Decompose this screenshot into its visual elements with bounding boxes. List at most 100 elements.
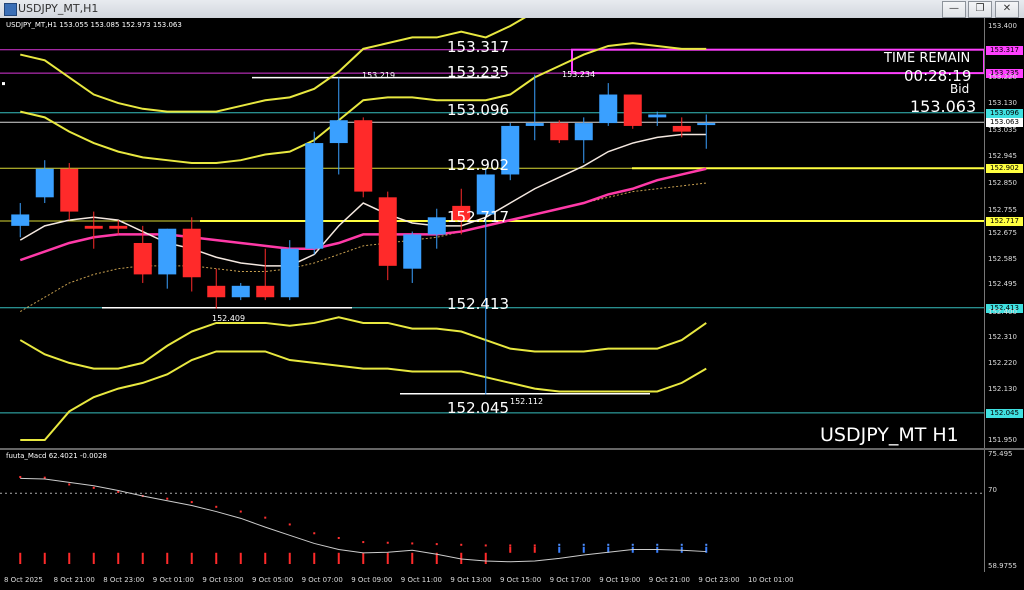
price-tick: 152.400 [988, 307, 1017, 316]
time-tick: 8 Oct 21:00 [53, 576, 95, 584]
level-label: 153.235 [447, 63, 510, 81]
price-chart[interactable]: USDJPY_MT,H1 153.055 153.085 152.973 153… [0, 18, 984, 448]
panel-separator[interactable] [0, 448, 1024, 450]
close-button[interactable]: ✕ [995, 1, 1019, 18]
time-tick: 10 Oct 01:00 [748, 576, 794, 584]
low-marker-label: 152.409 [212, 314, 246, 323]
time-tick: 9 Oct 13:00 [450, 576, 492, 584]
macd-signal-dot [607, 543, 610, 546]
level-label: 152.045 [447, 399, 510, 417]
candle-body [599, 94, 618, 124]
level-label: 152.717 [447, 208, 510, 226]
macd-signal-dot [190, 501, 193, 504]
time-tick: 9 Oct 07:00 [301, 576, 343, 584]
macd-signal-dot [215, 505, 218, 508]
candle-body [256, 285, 275, 298]
price-tick: 152.945 [988, 151, 1017, 160]
candle-body [525, 123, 544, 126]
price-tick: 152.675 [988, 229, 1017, 237]
time-tick: 8 Oct 23:00 [103, 576, 145, 584]
candle-body [305, 143, 324, 249]
chart-header: USDJPY_MT,H1 153.055 153.085 152.973 153… [6, 21, 182, 29]
macd-signal-dot [313, 532, 316, 535]
macd-indicator-panel[interactable]: fuuta_Macd 62.4021 -0.0028 [0, 450, 984, 572]
candle-body [574, 123, 593, 141]
price-flag: 153.063 [986, 118, 1023, 128]
candle-body [697, 123, 716, 126]
restore-button[interactable]: ❐ [968, 1, 992, 18]
time-tick: 9 Oct 15:00 [500, 576, 542, 584]
macd-signal-dot [558, 543, 561, 546]
time-tick: 9 Oct 09:00 [351, 576, 393, 584]
macd-signal-dot [68, 483, 71, 486]
macd-signal-dot [92, 486, 95, 489]
candle-body [452, 205, 471, 221]
time-tick: 9 Oct 21:00 [648, 576, 690, 584]
macd-signal-dot [533, 544, 536, 547]
candle-body [280, 248, 299, 298]
macd-signal-dot [705, 543, 708, 546]
macd-signal-dot [386, 541, 389, 544]
candle-body [84, 225, 103, 229]
bollinger-lower-1 [19, 316, 707, 370]
price-tick: 152.495 [988, 280, 1017, 289]
price-axis[interactable]: 153.400 153.317 153.235 153.220 153.130 153.0… [984, 18, 1024, 448]
candle-body [133, 242, 152, 275]
bollinger-upper-1 [20, 42, 707, 165]
macd-signal-dot [19, 475, 22, 478]
macd-signal-dot [43, 476, 46, 479]
price-tick: 152.850 [988, 179, 1017, 188]
candle-body [427, 217, 446, 235]
candle-body [648, 114, 667, 118]
candle-body [182, 228, 201, 278]
time-tick: 9 Oct 19:00 [599, 576, 641, 584]
level-label: 153.317 [447, 38, 510, 56]
bollinger-upper-2 [20, 18, 526, 113]
candle-body [403, 234, 422, 269]
window-titlebar: USDJPY_MT,H1 — ❐ ✕ [0, 0, 1024, 19]
price-tick: 153.035 [988, 126, 1017, 135]
candle-body [476, 174, 495, 215]
price-flag: 153.235 [986, 69, 1023, 79]
price-tick: 153.130 [988, 99, 1017, 108]
moving-average-white [19, 133, 707, 267]
price-tick: 153.220 [988, 73, 1017, 82]
high-marker-label: 153.234 [562, 70, 596, 79]
magenta-box [571, 48, 984, 75]
price-flag: 152.413 [986, 303, 1023, 313]
candle-body [501, 125, 520, 175]
price-chart-canvas [0, 18, 984, 441]
macd-signal-dot [288, 523, 291, 526]
candle-body [207, 285, 226, 298]
indicator-tick: 75.495 [988, 450, 1013, 458]
candle-body [354, 120, 373, 192]
cursor-marker [2, 82, 5, 86]
macd-canvas [0, 475, 984, 564]
macd-signal-dot [582, 543, 585, 546]
macd-signal-dot [484, 544, 487, 547]
moving-average-magenta [19, 167, 707, 262]
level-label: 153.096 [447, 101, 510, 119]
indicator-tick: 70 [988, 486, 997, 494]
minimize-button[interactable]: — [942, 1, 966, 18]
level-label: 152.902 [447, 156, 510, 174]
time-tick: 9 Oct 17:00 [549, 576, 591, 584]
level-label: 152.413 [447, 295, 510, 313]
time-axis: 8 Oct 2025 8 Oct 21:00 8 Oct 23:00 9 Oct 01… [0, 572, 1024, 590]
chart-window-icon [4, 3, 17, 16]
price-tick: 152.755 [988, 206, 1017, 215]
price-tick: 152.310 [988, 333, 1017, 342]
price-tick: 153.400 [988, 22, 1017, 30]
candle-body [672, 125, 691, 132]
candle-body [35, 168, 54, 198]
bid-value: 153.063 [910, 97, 977, 116]
macd-signal-dot [362, 541, 365, 544]
bollinger-lower-2 [20, 350, 707, 441]
candle-body [378, 197, 397, 266]
low-marker-label: 152.112 [510, 397, 544, 406]
candle-body [623, 94, 642, 126]
macd-signal-dot [680, 543, 683, 546]
candle-body [329, 120, 348, 144]
macd-signal-dot [337, 537, 340, 540]
